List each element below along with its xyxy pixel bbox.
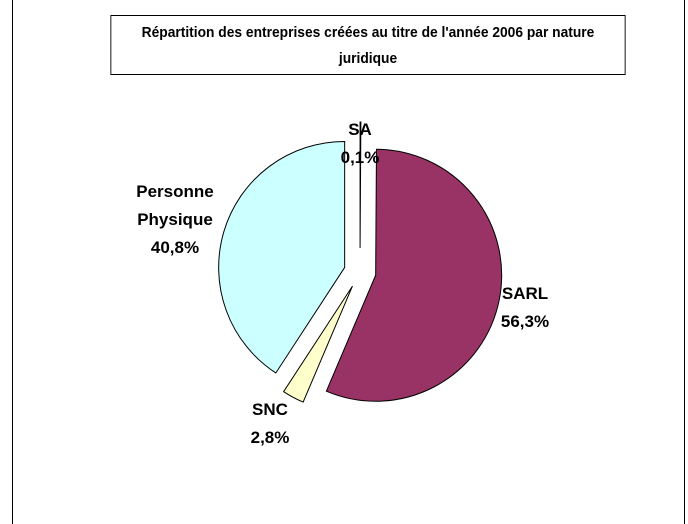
pie-slice [359,121,362,249]
slice-value: 2,8% [250,428,290,447]
chart-frame [12,0,685,524]
pie-slice [218,140,346,374]
slice-label: SA 0,1% [310,116,410,172]
slice-value: 56,3% [500,312,550,331]
slice-label: SARL 56,3% [470,280,580,336]
pie-slice [325,148,503,402]
slice-name: SNC [252,400,288,419]
slice-name: Personne Physique [136,182,214,229]
pie-slice [282,285,353,403]
slice-name: SA [348,120,372,139]
slice-label: SNC 2,8% [220,396,320,452]
slice-value: 0,1% [340,148,380,167]
slice-label: Personne Physique 40,8% [110,178,240,262]
slice-name: SARL [501,284,549,303]
slice-value: 40,8% [150,238,200,257]
chart-title: Répartition des entreprises créées au ti… [110,15,626,75]
